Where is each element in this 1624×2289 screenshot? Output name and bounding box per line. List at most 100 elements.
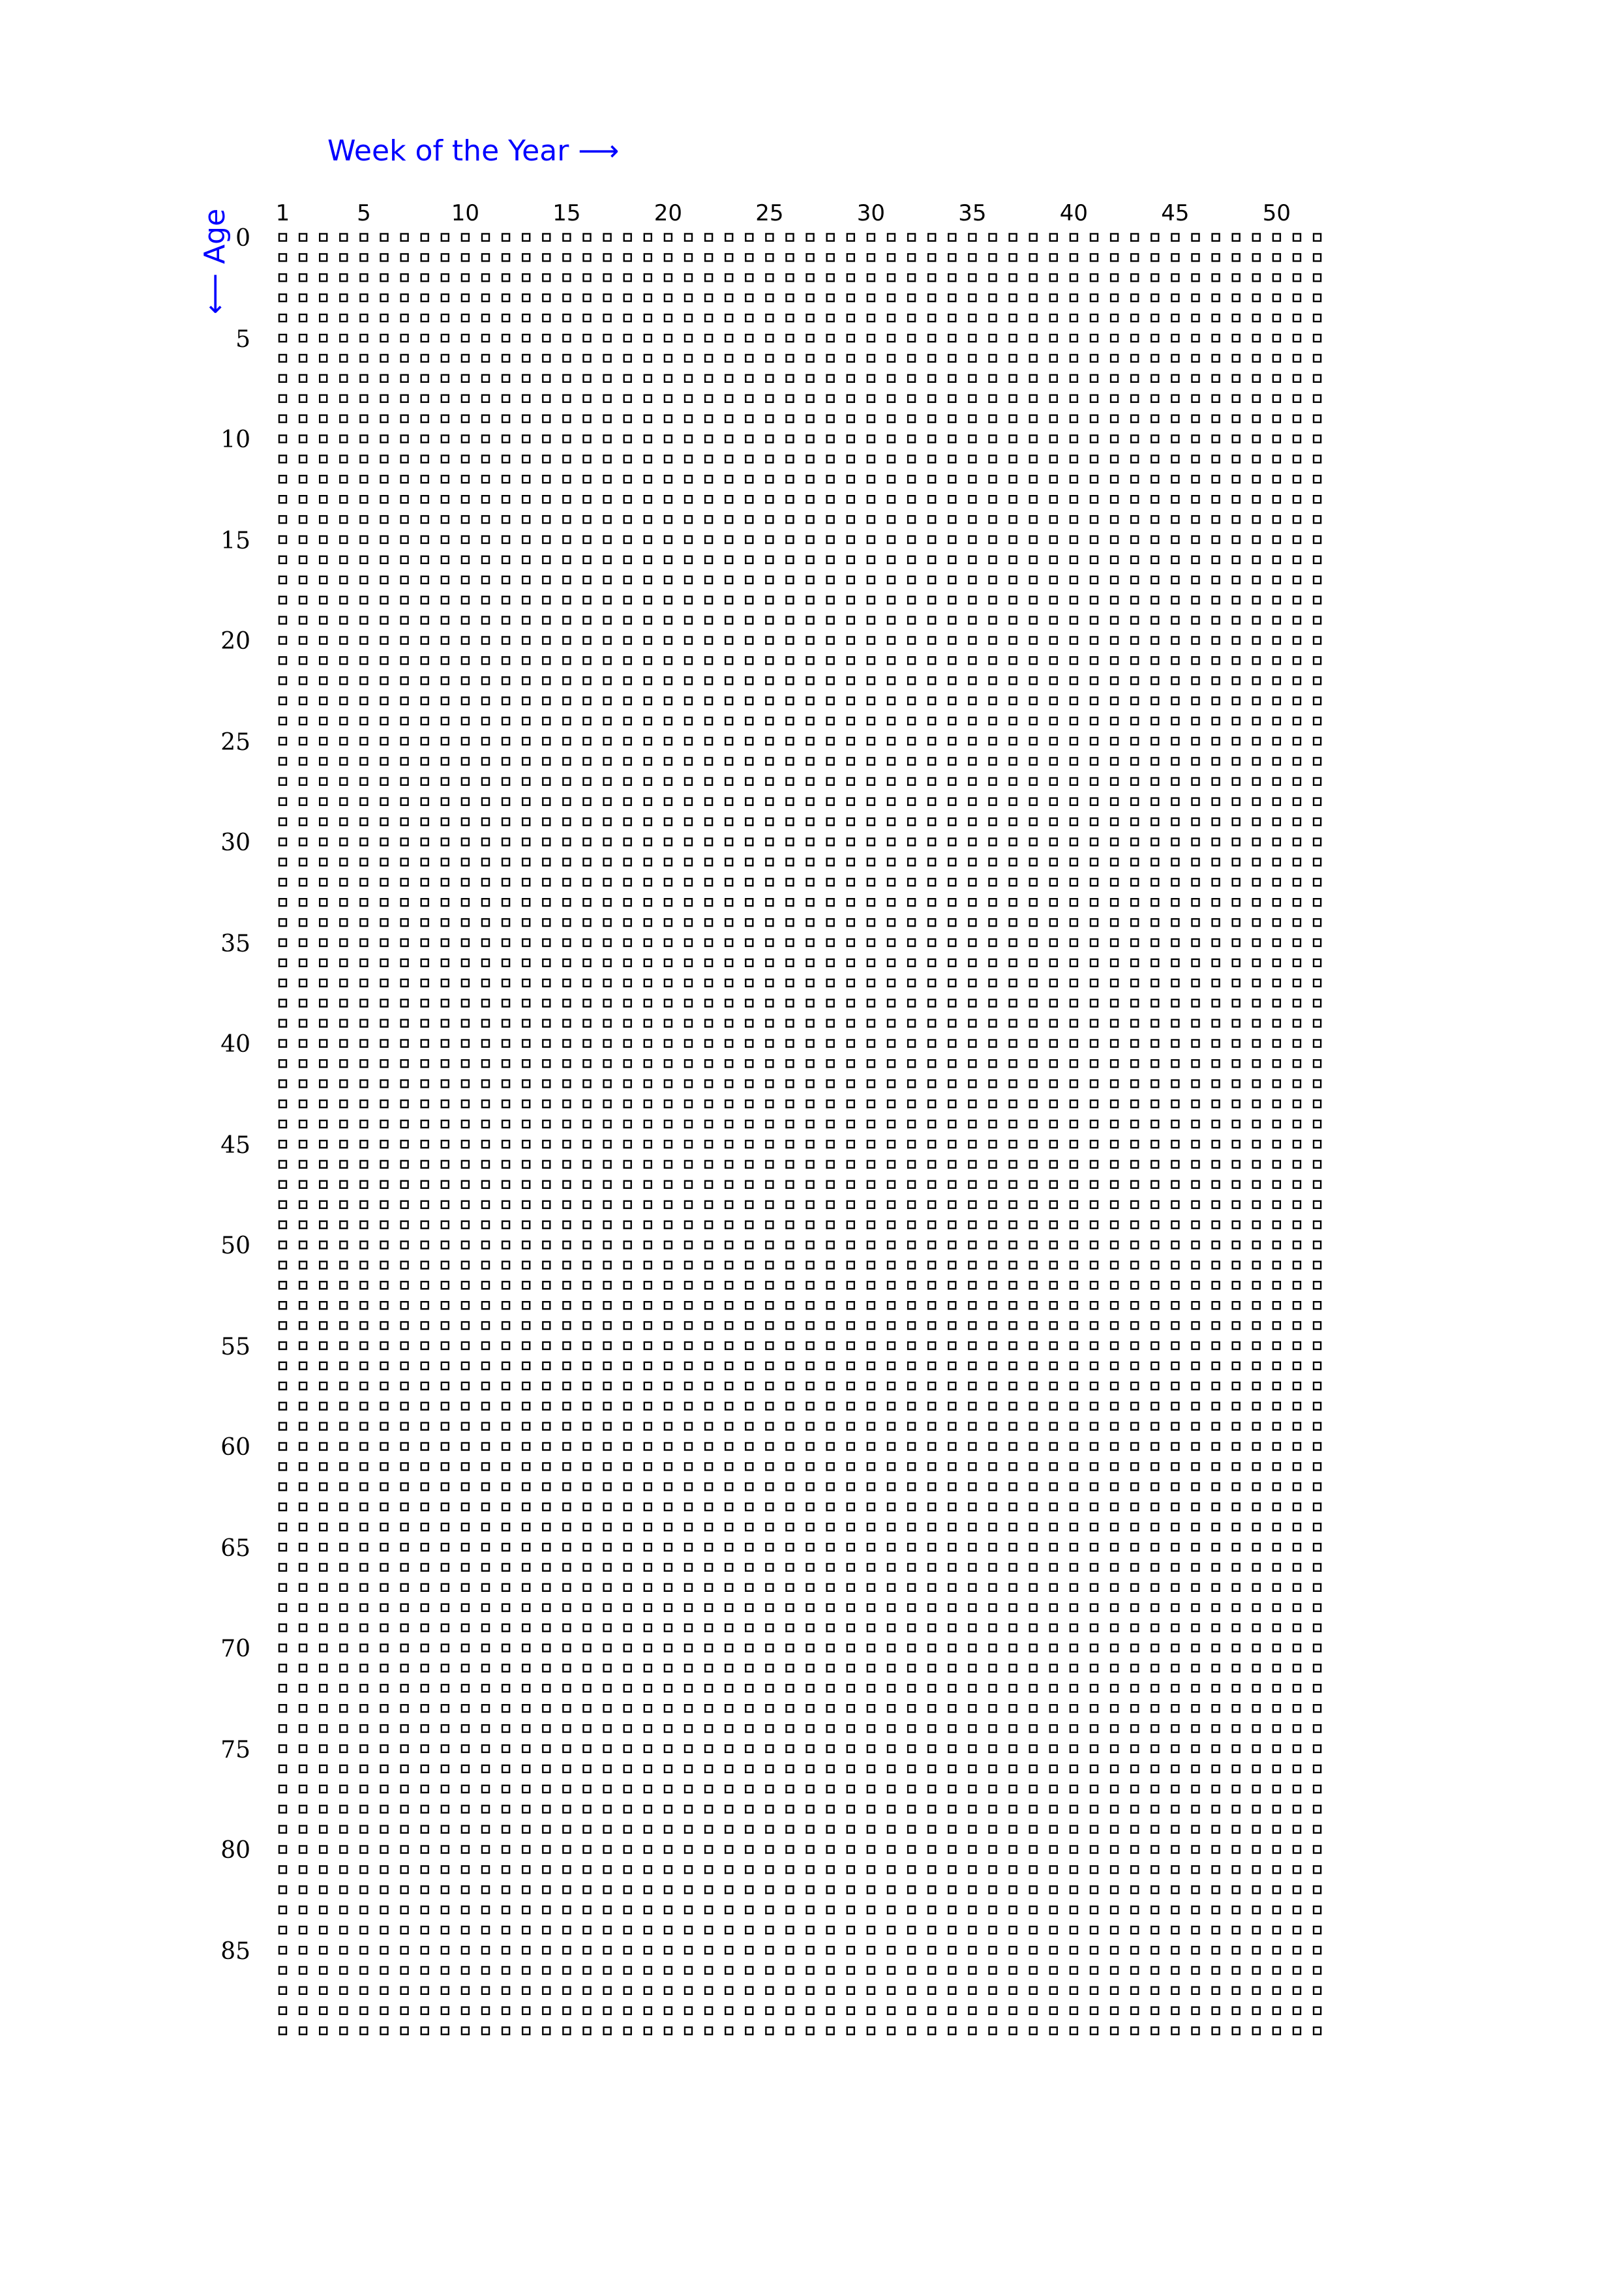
week-box [359,555,368,565]
week-box [501,515,511,524]
week-box [1231,233,1241,242]
week-box [1292,1603,1302,1612]
week-box [948,1059,957,1068]
week-box [886,938,896,948]
week-box [400,1240,409,1249]
week-box [785,1986,794,1996]
week-box [988,333,997,343]
week-box [724,595,734,605]
week-box [278,1603,288,1612]
week-box [1150,1966,1160,1975]
week-box [948,1804,957,1814]
week-box [582,897,592,907]
week-box [663,1784,673,1794]
week-box [400,616,409,625]
week-box [522,1139,531,1149]
week-box [1312,837,1322,846]
week-box [522,455,531,464]
week-box [663,1300,673,1310]
week-box [826,1281,835,1290]
week-box [846,716,856,726]
week-box [927,676,937,685]
week-box [765,897,774,907]
week-box [1211,293,1220,303]
week-box [684,1159,693,1169]
week-box [704,1784,714,1794]
week-box [846,333,856,343]
week-box [826,1462,835,1471]
week-box [846,1542,856,1552]
week-box [724,1885,734,1894]
week-box [745,1482,754,1491]
week-box [948,434,957,443]
week-box [1171,1885,1180,1894]
week-box [440,616,449,625]
week-box [643,1099,652,1109]
week-box [501,1261,511,1270]
week-box [1272,1180,1282,1189]
week-box [522,1804,531,1814]
week-box [1191,918,1200,927]
week-box [501,777,511,786]
week-box [1191,475,1200,484]
week-box [704,1422,714,1431]
week-box [1049,1139,1059,1149]
week-box [420,253,429,262]
week-box [1312,1563,1322,1572]
week-box [1089,797,1099,806]
week-box [339,535,348,545]
week-box [1191,797,1200,806]
week-box [481,1039,490,1048]
week-box [907,1905,916,1915]
week-box [603,938,612,948]
week-box [542,1220,551,1229]
week-row [278,1724,1322,1733]
week-box [1008,1966,1017,1975]
week-box [704,1764,714,1774]
week-box [460,1784,470,1794]
week-box [968,1261,977,1270]
week-box [278,1583,288,1593]
week-box [1211,1563,1220,1572]
week-box [460,1079,470,1088]
week-box [1008,716,1017,726]
week-box [724,515,734,524]
week-box [1069,878,1079,887]
week-box [359,958,368,968]
week-box [826,777,835,786]
week-box [745,434,754,443]
week-box [1272,2026,1282,2035]
week-box [826,1361,835,1371]
week-box [562,1220,571,1229]
week-box [522,1341,531,1351]
week-box [826,535,835,545]
week-box [1191,777,1200,786]
week-box [968,837,977,846]
week-box [1252,353,1261,363]
week-box [380,837,389,846]
week-box [968,656,977,665]
week-box [542,1139,551,1149]
week-box [298,817,308,826]
age-label: 20 [220,628,250,655]
week-box [339,1623,348,1632]
week-box [339,1986,348,1996]
week-box [927,1261,937,1270]
week-box [643,1784,652,1794]
week-box [968,1764,977,1774]
week-box [1089,1059,1099,1068]
week-box [643,756,652,766]
week-box [623,1684,632,1693]
week-box [1272,1744,1282,1754]
week-box [663,575,673,584]
week-box [1312,777,1322,786]
week-box [1130,1422,1139,1431]
week-box [886,333,896,343]
week-box [1211,1139,1220,1149]
week-row [278,858,1322,867]
week-box [359,1925,368,1935]
week-box [1109,1159,1119,1169]
week-box [765,1603,774,1612]
week-box [886,353,896,363]
week-box [866,1099,876,1109]
